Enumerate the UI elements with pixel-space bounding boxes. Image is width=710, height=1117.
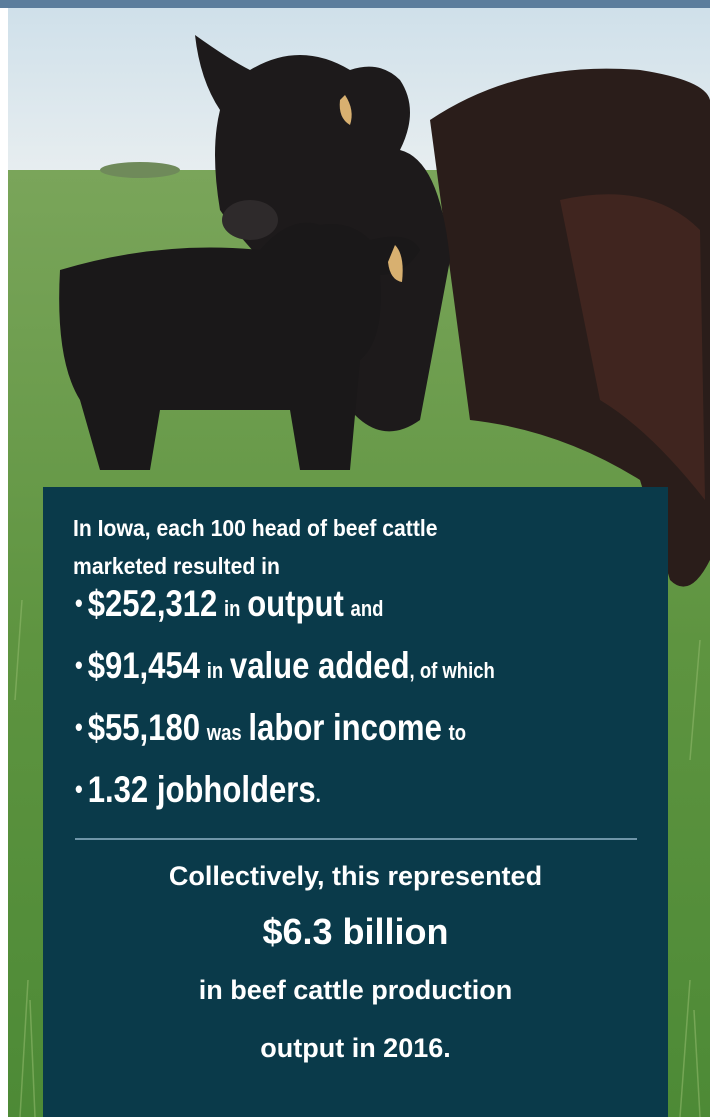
bullet-word: to	[449, 720, 466, 745]
divider	[75, 838, 637, 840]
bullet-term: output	[247, 583, 344, 624]
bullet: •1.32 jobholders.	[75, 767, 321, 817]
intro-text: In Iowa, each 100 head of beef cattle ma…	[73, 509, 505, 585]
bullet-figure: $91,454	[88, 645, 200, 686]
info-panel: In Iowa, each 100 head of beef cattle ma…	[43, 487, 668, 1117]
closing-line: output in 2016.	[43, 1033, 668, 1064]
bullet-figure: 1.32 jobholders	[88, 769, 316, 810]
bullet-word: and	[351, 596, 384, 621]
bullet-figure: $252,312	[88, 583, 218, 624]
closing-line: in beef cattle production	[43, 975, 668, 1006]
bullet-word: .	[316, 782, 321, 807]
bullet-word: , of which	[410, 658, 495, 683]
bullet-word: in	[224, 596, 240, 621]
bullet-word: in	[207, 658, 223, 683]
closing-figure: $6.3 billion	[43, 911, 668, 953]
bullet-word: was	[207, 720, 242, 745]
bullet-term: value added	[230, 645, 410, 686]
closing-line: Collectively, this represented	[43, 861, 668, 892]
bullet-term: labor income	[248, 707, 441, 748]
bullet-figure: $55,180	[88, 707, 200, 748]
page: In Iowa, each 100 head of beef cattle ma…	[0, 0, 710, 1117]
